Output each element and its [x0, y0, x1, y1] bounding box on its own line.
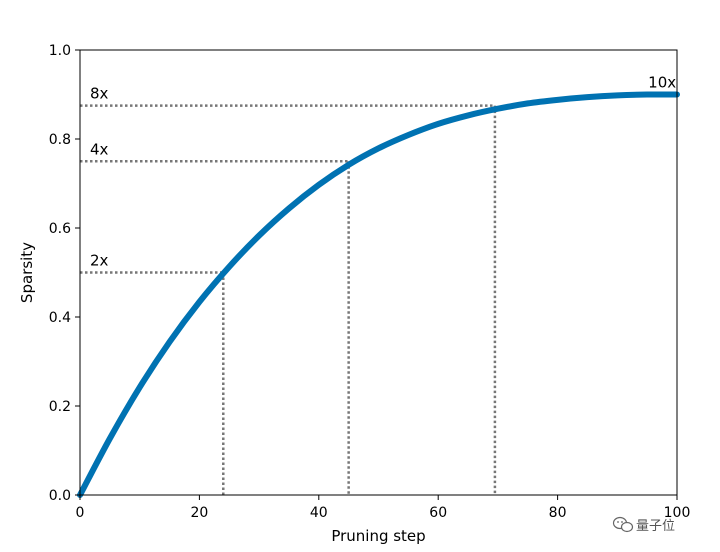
- x-tick-label-5: 100: [664, 505, 691, 521]
- annotation-1: 4x: [90, 140, 109, 158]
- plot-area: [77, 91, 680, 498]
- y-tick-label-5: 1.0: [49, 43, 71, 59]
- annotations: 2x 4x 8x 10x: [90, 74, 676, 270]
- wechat-icon: [612, 516, 634, 533]
- x-tick-label-4: 80: [549, 505, 567, 521]
- y-tick-label-0: 0.0: [49, 488, 71, 504]
- annotation-0: 2x: [90, 252, 109, 270]
- x-axis-label: Pruning step: [331, 527, 425, 545]
- x-tick-label-0: 0: [76, 505, 85, 521]
- y-tick-label-3: 0.6: [49, 221, 71, 237]
- annotation-2: 8x: [90, 85, 109, 103]
- watermark: 量子位: [612, 516, 675, 534]
- series-line-0: [77, 91, 680, 498]
- watermark-text: 量子位: [636, 519, 675, 534]
- axis-ticks: 0 20 40 60 80 100 0.0 0.2 0.4 0.6 0.8 1.0: [49, 43, 691, 521]
- plot-frame: [79, 49, 678, 496]
- x-tick-label-1: 20: [190, 505, 208, 521]
- y-tick-label-2: 0.4: [49, 310, 71, 326]
- x-tick-label-2: 40: [310, 505, 328, 521]
- x-tick-label-3: 60: [429, 505, 447, 521]
- y-axis-label: Sparsity: [18, 242, 36, 303]
- y-tick-label-1: 0.2: [49, 399, 71, 415]
- y-tick-label-4: 0.8: [49, 132, 71, 148]
- annotation-3: 10x: [648, 74, 676, 92]
